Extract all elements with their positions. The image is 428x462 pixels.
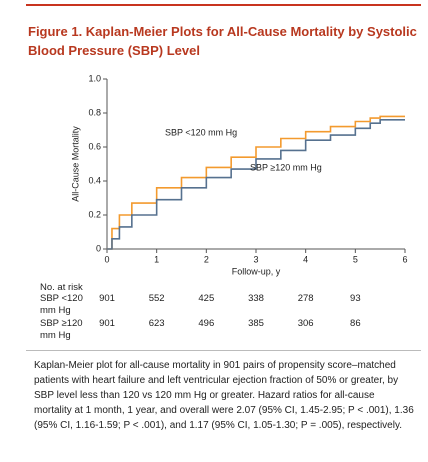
- x-tick-label: 3: [253, 254, 258, 264]
- at-risk-value: 496: [198, 318, 215, 329]
- y-tick-label: 0.2: [88, 209, 101, 219]
- x-axis-label: Follow-up, y: [232, 266, 281, 276]
- x-tick-label: 6: [402, 254, 407, 264]
- at-risk-value: 86: [350, 318, 361, 329]
- rule: [26, 4, 421, 6]
- caption: Kaplan-Meier plot for all-cause mortalit…: [34, 360, 414, 431]
- curve-label: SBP <120 mm Hg: [165, 127, 237, 137]
- x-tick-label: 2: [204, 254, 209, 264]
- at-risk-value: 425: [198, 293, 215, 304]
- y-tick-label: 0.6: [88, 141, 101, 151]
- at-risk-label: SBP ≥120 mm Hg: [40, 318, 83, 341]
- y-axis-label: All-Cause Mortality: [70, 126, 80, 202]
- x-tick-label: 1: [154, 254, 159, 264]
- x-tick-label: 0: [104, 254, 109, 264]
- at-risk-value: 338: [248, 293, 264, 304]
- y-tick-label: 0.8: [88, 107, 101, 117]
- at-risk-value: 623: [148, 318, 165, 329]
- caption-rule: [26, 350, 421, 351]
- y-tick-label: 0: [96, 243, 101, 253]
- at-risk-value: 306: [297, 318, 314, 329]
- at-risk-value: 552: [148, 293, 165, 304]
- y-tick-label: 0.4: [88, 175, 101, 185]
- x-tick-label: 5: [353, 254, 358, 264]
- at-risk-value: 901: [99, 293, 115, 304]
- y-tick-label: 1.0: [88, 73, 101, 83]
- curve-label: SBP ≥120 mm Hg: [250, 162, 322, 172]
- x-tick-label: 4: [303, 254, 308, 264]
- figure-title: Figure 1. Kaplan-Meier Plots for All-Cau…: [28, 24, 417, 58]
- at-risk-value: 278: [297, 293, 314, 304]
- at-risk-value: 901: [99, 318, 115, 329]
- survival-curve: [107, 115, 405, 250]
- at-risk-value: 385: [248, 318, 264, 329]
- at-risk-value: 93: [350, 293, 361, 304]
- survival-curve: [107, 119, 405, 250]
- at-risk-title: No. at risk: [40, 282, 83, 293]
- at-risk-label: SBP <120 mm Hg: [40, 293, 83, 316]
- chart: All-Cause Mortality Follow-up, y 0 0.2 0.4…: [70, 73, 407, 276]
